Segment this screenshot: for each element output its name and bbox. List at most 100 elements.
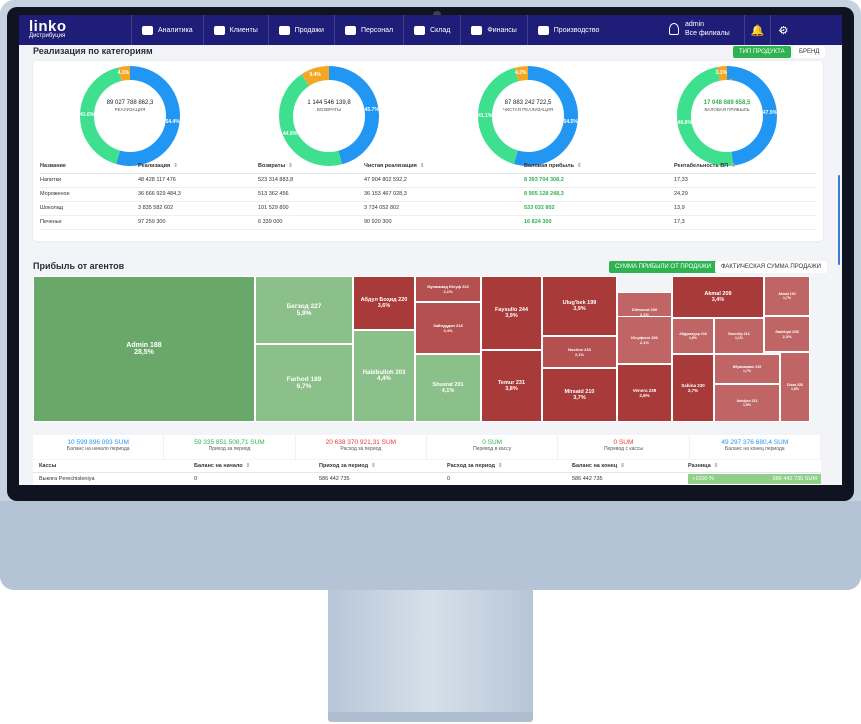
treemap-tile[interactable]: Sabina 230 2,7% — [672, 354, 714, 422]
treemap-tile[interactable]: Habibulloh 203 4,4% — [353, 330, 415, 422]
column-header[interactable]: Кассы — [33, 460, 188, 473]
donut-chart[interactable]: 47.9% 48.8% 3.1% 17 048 689 658,5 ВАЛОВАЯ ПР… — [675, 64, 779, 168]
donut-svg — [279, 66, 379, 166]
column-header[interactable]: Название — [40, 160, 138, 174]
treemap-tile[interactable]: Umidjon 213 1,9% — [714, 384, 780, 422]
column-header[interactable]: Чистая реализация ⇕ — [364, 160, 524, 174]
sort-icon[interactable]: ⇕ — [731, 163, 736, 170]
treemap-tile[interactable]: Nosirov 233 2,1% — [542, 336, 617, 368]
treemap-tile[interactable]: Temur 231 3,8% — [481, 350, 542, 422]
nav-item-0[interactable]: Аналитика — [131, 15, 203, 45]
sort-icon[interactable]: ⇕ — [713, 462, 719, 469]
sort-icon[interactable]: ⇕ — [288, 163, 293, 170]
treemap-tile[interactable]: Ибрагимжон 219 1,7% — [714, 354, 780, 384]
donut-slice[interactable] — [677, 66, 777, 166]
donut-slice[interactable] — [677, 66, 777, 166]
slice-label: 9.4% — [309, 71, 321, 78]
table-cell: 3 734 052 802 — [364, 201, 524, 216]
column-header-label: Название — [40, 163, 66, 170]
donut-slice[interactable] — [80, 66, 180, 166]
nav-item-5[interactable]: Финансы — [460, 15, 526, 45]
sort-icon[interactable]: ⇕ — [620, 462, 625, 469]
donut-chart[interactable]: 54.4% 41.6% 4.1% 89 027 788 862,3 РЕАЛИЗАЦИЯ — [78, 64, 182, 168]
donut-center: 1 144 546 139,8 ВОЗВРАТЫ — [277, 100, 381, 112]
tile-share: 4,4% — [377, 376, 391, 382]
table-row[interactable]: Напитки 48 428 117 476 523 314 883,8 47 904… — [40, 173, 816, 188]
treemap-tile[interactable]: Бегзод 227 5,9% — [255, 276, 353, 344]
table-row[interactable]: Печенье 97 259 300 6 339 000 90 920 300 16 8… — [40, 215, 816, 230]
treemap-tile[interactable]: Юсуфхон 236 2,1% — [617, 316, 672, 364]
treemap-tile[interactable]: Shusrat 201 4,1% — [415, 354, 481, 422]
table-row[interactable]: Шоколад 3 835 582 602 101 529 800 3 734 052… — [40, 201, 816, 216]
scrollbar[interactable] — [838, 175, 840, 265]
treemap-tile[interactable]: Sadriqal 205 2,3% — [764, 316, 810, 352]
chevron-down-icon[interactable]: ⌄ — [777, 24, 785, 34]
column-header[interactable]: Разница ⇕ — [682, 460, 821, 473]
treemap-tile[interactable]: Akmal 192 1,7% — [764, 276, 810, 316]
nav-item-2[interactable]: Продажи — [267, 15, 334, 45]
tile-agent: Mirsaid 210 — [564, 389, 595, 395]
nav-item-3[interactable]: Персонал — [333, 15, 403, 45]
column-header[interactable]: Приход за период ⇕ — [313, 460, 441, 473]
nav-item-4[interactable]: Склад — [403, 15, 460, 45]
user-icon[interactable] — [669, 23, 679, 35]
treemap-tile[interactable]: Мухаммад Юсуф 222 2,1% — [415, 276, 481, 302]
donut-chart[interactable]: 45.7% 44.9% 9.4% 1 144 546 139,8 ВОЗВРАТЫ — [277, 64, 381, 168]
sort-icon[interactable]: ⇕ — [245, 462, 251, 469]
treemap-tile[interactable]: Farhod 189 6,7% — [255, 344, 353, 422]
toggle-actual-sum[interactable]: ФАКТИЧЕСКАЯ СУММА ПРОДАЖИ — [715, 261, 827, 273]
nav-item-1[interactable]: Клиенты — [202, 15, 268, 45]
toggle-product-type[interactable]: ТИП ПРОДУКТА — [733, 46, 791, 58]
table-cell: 36 153 467 028,3 — [364, 187, 524, 202]
toggle-brand[interactable]: БРЕНД — [793, 46, 826, 58]
column-header[interactable]: Рентабельность ВП ⇕ — [674, 160, 816, 174]
sort-icon[interactable]: ⇕ — [576, 163, 582, 170]
column-header[interactable]: Расход за период ⇕ — [441, 460, 566, 473]
treemap-tile[interactable]: Diora 235 1,8% — [780, 352, 810, 422]
column-header[interactable]: Валовая прибыль ⇕ — [524, 160, 674, 174]
treemap-tile[interactable]: Зайнуддин 218 2,4% — [415, 302, 481, 354]
donut-slice[interactable] — [279, 66, 379, 166]
tile-share: 3,4% — [711, 297, 725, 303]
column-header[interactable]: Баланс на начало ⇕ — [188, 460, 313, 473]
sort-icon[interactable]: ⇕ — [371, 462, 376, 469]
donut-slice[interactable] — [80, 66, 180, 166]
treemap-tile[interactable]: Faysullo 244 3,9% — [481, 276, 542, 350]
tile-share: 3,9% — [573, 306, 586, 312]
treemap-tile[interactable]: Бахтиёр 214 1,1% — [714, 318, 764, 354]
table-row[interactable]: Мороженое 36 666 929 484,3 513 362 456 36 1… — [40, 187, 816, 202]
treemap-tile[interactable]: Ulug'bek 199 3,9% — [542, 276, 617, 336]
sort-icon[interactable]: ⇕ — [498, 462, 503, 469]
summary-label: Перевод в кассу — [473, 446, 512, 452]
sort-icon[interactable]: ⇕ — [419, 163, 425, 170]
app-logo[interactable]: linko Дистрибуция — [29, 18, 67, 39]
donut-chart[interactable]: 54.5% 41.1% 4.2% 87 883 242 722,5 ЧИСТАЯ РЕА… — [476, 64, 580, 168]
nav-item-6[interactable]: Производство — [526, 15, 610, 45]
donut-slice[interactable] — [478, 66, 578, 166]
treemap-tile[interactable]: Admin 188 28,5% — [33, 276, 255, 422]
treemap-tile[interactable]: Venera 239 2,6% — [617, 364, 672, 422]
tile-share: 3,8% — [505, 386, 518, 392]
table-cell: 0 — [447, 475, 451, 482]
donut-total: 17 048 689 658,5 — [703, 100, 751, 106]
table-row[interactable]: Выкоға Perechisleniya 0 586 442 735 0 586 44… — [33, 472, 821, 485]
summary-value: 20 638 370 921,31 SUM — [325, 439, 397, 446]
column-header[interactable]: Возвраты ⇕ — [258, 160, 364, 174]
donut-slice[interactable] — [478, 66, 578, 166]
column-header-label: Кассы — [39, 462, 57, 469]
treemap-tile[interactable]: Абдукаҳҳор 216 1,6% — [672, 318, 714, 354]
gear-icon[interactable]: ⚙ — [770, 15, 796, 45]
sort-icon[interactable]: ⇕ — [173, 163, 178, 170]
user-menu[interactable]: admin Все филиалы — [685, 20, 730, 38]
toggle-profit-sum[interactable]: СУММА ПРИБЫЛИ ОТ ПРОДАЖИ — [609, 261, 718, 273]
treemap-tile[interactable]: Mirsaid 210 3,7% — [542, 368, 617, 422]
column-header-label: Разница — [688, 462, 711, 469]
bell-icon[interactable]: 🔔 — [744, 15, 770, 45]
treemap-tile[interactable]: Абдул Боҳид 220 3,6% — [353, 276, 415, 330]
column-header[interactable]: Баланс на конец ⇕ — [566, 460, 682, 473]
column-header[interactable]: Реализация ⇕ — [138, 160, 258, 174]
tile-share: 2,6% — [639, 393, 650, 398]
table-cell: 47 904 802 592,2 — [364, 173, 524, 188]
treemap-tile[interactable]: Akmal 209 3,4% — [672, 276, 764, 318]
donut-slice[interactable] — [279, 66, 379, 166]
